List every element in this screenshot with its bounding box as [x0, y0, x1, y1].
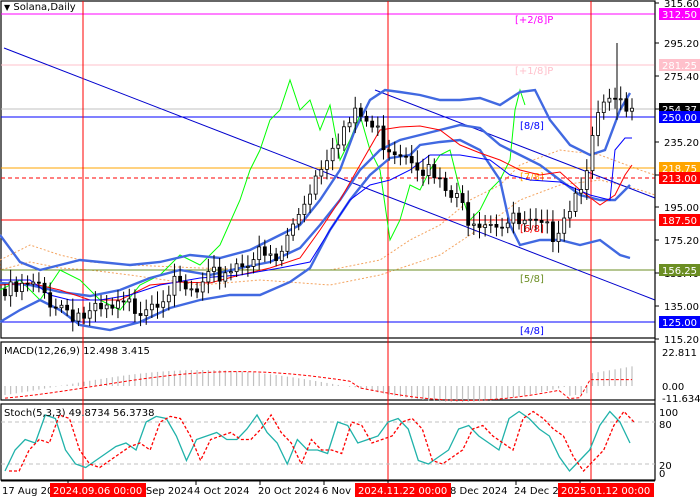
time-axis-label: 8 Dec 2024 — [450, 486, 508, 497]
symbol-timeframe-label: Solana,Daily — [13, 2, 76, 13]
svg-text:254.37: 254.37 — [662, 105, 697, 116]
stoch-axis-label: 80 — [659, 420, 672, 431]
murrey-level-label: [4/8] — [520, 326, 544, 337]
svg-text:115.20: 115.20 — [664, 335, 699, 346]
macd-axis-label: 0.00 — [662, 382, 684, 393]
candlesticks — [3, 43, 634, 332]
stoch-d-line — [9, 410, 635, 473]
price-badge — [659, 111, 700, 123]
tenkan-sen-line — [0, 125, 633, 301]
ichimoku-cloud — [0, 149, 656, 286]
trendline-upper[interactable] — [374, 89, 656, 199]
price-badge — [659, 8, 700, 20]
svg-text:275.40: 275.40 — [664, 72, 699, 83]
svg-text:125.00: 125.00 — [662, 318, 697, 329]
menu-triangle-icon[interactable]: ▼ — [4, 3, 11, 12]
murrey-level-label: [8/8] — [520, 121, 544, 132]
svg-text:281.25: 281.25 — [662, 61, 697, 72]
macd-histogram — [4, 366, 633, 402]
svg-text:195.00: 195.00 — [664, 203, 699, 214]
murrey-level-label: [7/8] — [520, 172, 544, 183]
macd-axis-label: -11.634 — [662, 394, 700, 405]
macd-title: MACD(12,26,9) 12.498 3.415 — [4, 346, 150, 357]
price-axis[interactable]: 315.60295.20275.40255.40235.20215.80195.… — [654, 0, 700, 480]
murrey-level-label: [+1/8]P — [515, 66, 553, 77]
chikou-span-line — [0, 78, 526, 311]
svg-text:156.25: 156.25 — [662, 266, 697, 277]
price-badge — [659, 162, 700, 174]
svg-text:315.60: 315.60 — [664, 0, 699, 10]
chart-title: ▼ Solana,Daily — [4, 2, 76, 13]
macd-signal-line — [4, 371, 632, 401]
murrey-level-label: [+2/8]P — [515, 15, 553, 26]
svg-text:187.50: 187.50 — [662, 216, 697, 227]
time-axis-label: 24 Dec 2024 — [514, 486, 578, 497]
svg-text:235.20: 235.20 — [664, 138, 699, 149]
svg-text:2025.01.12 00:00: 2025.01.12 00:00 — [561, 486, 650, 497]
svg-text:295.20: 295.20 — [664, 39, 699, 50]
svg-text:2024.11.22 00:00: 2024.11.22 00:00 — [358, 486, 447, 497]
price-badge — [659, 172, 700, 184]
date-marker-badge — [355, 483, 451, 497]
date-marker-badge — [558, 483, 654, 497]
stoch-k-line — [4, 410, 631, 473]
svg-text:175.20: 175.20 — [664, 236, 699, 247]
murrey-level-label: [5/8] — [520, 274, 544, 285]
time-axis[interactable]: 17 Aug 2024 18 Sep 2024 4 Oct 2024 20 Oct 2… — [1, 480, 655, 497]
stoch-axis-label: 20 — [659, 461, 672, 472]
svg-text:250.00: 250.00 — [662, 113, 697, 124]
svg-text:213.00: 213.00 — [662, 174, 697, 185]
date-marker-badge — [50, 483, 146, 497]
price-badge — [659, 214, 700, 226]
macd-axis-label: 22.811 — [662, 348, 697, 359]
stoch-title: Stoch(5,3,3) 49.8734 56.3738 — [4, 408, 155, 419]
time-axis-label: 4 Oct 2024 — [194, 486, 249, 497]
time-axis-label: 18 Sep 2024 — [130, 486, 193, 497]
time-axis-label: 20 Oct 2024 — [258, 486, 320, 497]
time-axis-label: 17 Aug 2024 — [2, 486, 66, 497]
bollinger-middle-band — [0, 123, 631, 298]
stoch-axis-label: 0 — [659, 469, 665, 480]
trendline-lower[interactable] — [3, 47, 656, 301]
svg-text:135.00: 135.00 — [664, 302, 699, 313]
stoch-axis-label: 100 — [659, 408, 678, 419]
svg-text:218.75: 218.75 — [662, 164, 697, 175]
bollinger-lower-band — [0, 138, 631, 332]
svg-text:312.50: 312.50 — [662, 10, 697, 21]
time-axis-label: 6 Nov 2024 — [322, 486, 380, 497]
price-badge — [659, 264, 700, 276]
murrey-level-label: [6/8] — [520, 224, 544, 235]
svg-text:2024.09.06 00:00: 2024.09.06 00:00 — [53, 486, 142, 497]
price-badge — [659, 59, 700, 71]
price-badge — [659, 316, 700, 328]
